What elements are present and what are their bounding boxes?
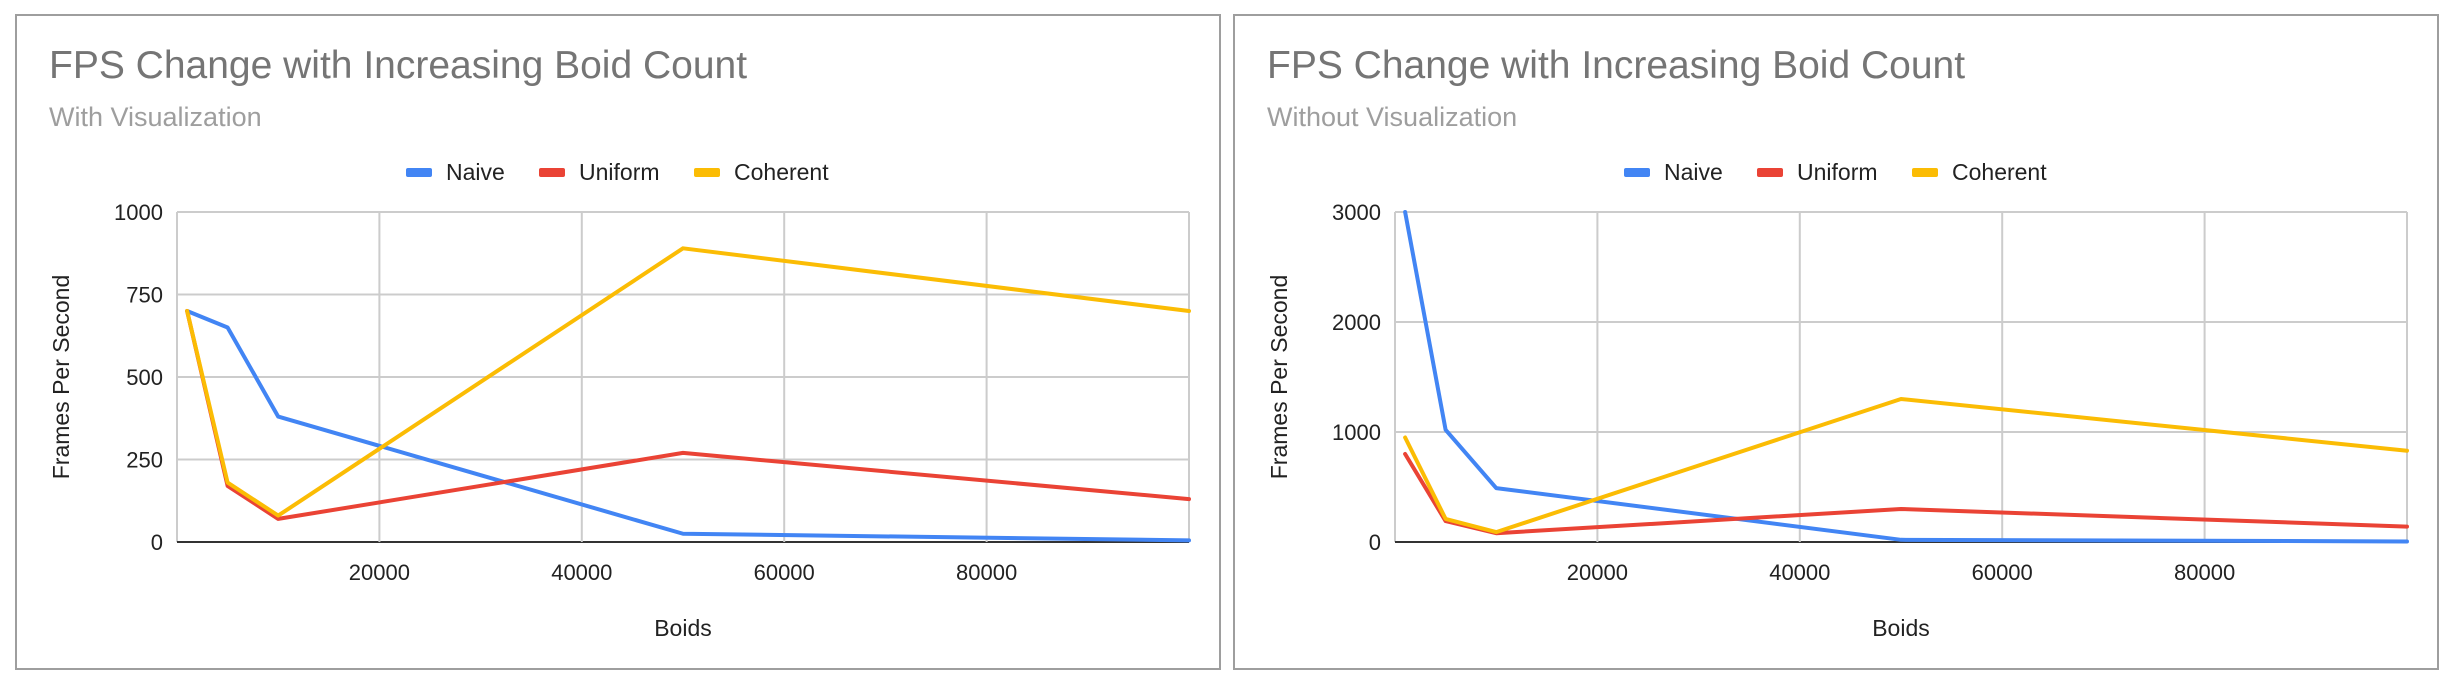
legend-label-coherent: Coherent	[734, 158, 829, 185]
chart-panel-without-visualization: FPS Change with Increasing Boid Count Wi…	[1233, 14, 2439, 670]
line-chart-plot: 0 1000 2000 3000 20000 40000 60000 80000 Boids Fr…	[1266, 200, 2409, 641]
x-axis-title: Boids	[654, 615, 712, 641]
y-axis-title: Frames Per Second	[1266, 275, 1292, 480]
series-line-coherent	[1403, 397, 2409, 535]
chart-title: FPS Change with Increasing Boid Count	[1267, 44, 1966, 87]
series-line-naive	[1403, 210, 2409, 544]
x-tick-label: 60000	[1972, 560, 2033, 585]
y-tick-label: 3000	[1332, 200, 1381, 225]
legend-swatch-naive	[406, 167, 432, 177]
legend-swatch-coherent	[1912, 167, 1938, 177]
chart-legend: Naive Uniform Coherent	[1235, 152, 2437, 192]
legend-swatch-coherent	[694, 167, 720, 177]
legend-label-uniform: Uniform	[579, 158, 660, 185]
legend-item-uniform: Uniform	[1757, 152, 1878, 192]
y-tick-label: 250	[126, 448, 163, 473]
y-tick-label: 1000	[114, 200, 163, 225]
legend-label-coherent: Coherent	[1952, 158, 2047, 185]
x-tick-label: 40000	[1769, 560, 1830, 585]
chart-subtitle: Without Visualization	[1267, 102, 1518, 132]
line-chart-plot: 0 250 500 750 1000 20000 40000 60000 80000 Boids F…	[48, 200, 1191, 641]
y-tick-label: 2000	[1332, 310, 1381, 335]
gridlines	[1394, 211, 2408, 543]
series-line-uniform	[185, 309, 1191, 521]
legend-label-naive: Naive	[1664, 158, 1723, 185]
x-tick-label: 60000	[754, 560, 815, 585]
series-line-coherent	[185, 246, 1191, 518]
x-tick-label: 40000	[551, 560, 612, 585]
y-axis-title: Frames Per Second	[48, 275, 74, 480]
series-line-uniform	[1403, 452, 2409, 536]
legend-item-naive: Naive	[1624, 152, 1723, 192]
x-axis-title: Boids	[1872, 615, 1930, 641]
y-tick-label: 0	[151, 530, 163, 555]
legend-item-coherent: Coherent	[694, 152, 829, 192]
x-tick-label: 20000	[1567, 560, 1628, 585]
x-tick-label: 20000	[349, 560, 410, 585]
legend-swatch-uniform	[539, 167, 565, 177]
x-tick-label: 80000	[2174, 560, 2235, 585]
y-tick-label: 500	[126, 365, 163, 390]
x-tick-label: 80000	[956, 560, 1017, 585]
chart-subtitle: With Visualization	[49, 102, 262, 132]
y-tick-label: 1000	[1332, 420, 1381, 445]
legend-swatch-uniform	[1757, 167, 1783, 177]
chart-panel-with-visualization: FPS Change with Increasing Boid Count Wi…	[15, 14, 1221, 670]
legend-label-uniform: Uniform	[1797, 158, 1878, 185]
legend-item-naive: Naive	[406, 152, 505, 192]
legend-swatch-naive	[1624, 167, 1650, 177]
y-tick-label: 0	[1369, 530, 1381, 555]
series-line-naive	[185, 309, 1191, 543]
legend-item-coherent: Coherent	[1912, 152, 2047, 192]
legend-item-uniform: Uniform	[539, 152, 660, 192]
y-tick-label: 750	[126, 283, 163, 308]
chart-legend: Naive Uniform Coherent	[17, 152, 1219, 192]
legend-label-naive: Naive	[446, 158, 505, 185]
gridlines	[176, 211, 1190, 543]
chart-title: FPS Change with Increasing Boid Count	[49, 44, 748, 87]
